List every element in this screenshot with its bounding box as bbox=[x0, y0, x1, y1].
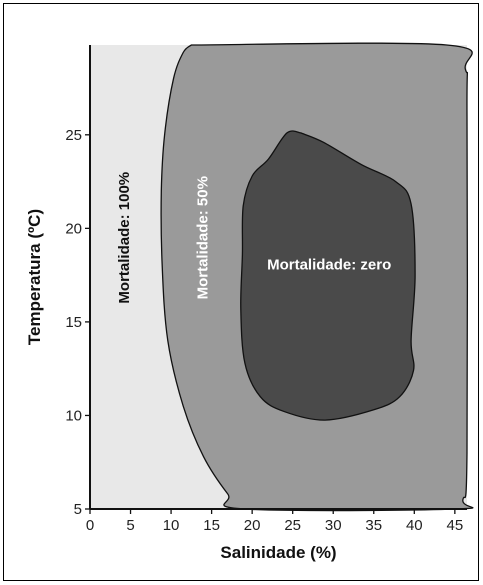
x-tick-label: 10 bbox=[163, 517, 180, 534]
y-tick-label: 25 bbox=[65, 127, 82, 144]
label-mortalidade-zero: Mortalidade: zero bbox=[267, 257, 391, 274]
x-tick-label: 25 bbox=[284, 517, 301, 534]
y-tick-label: 20 bbox=[65, 220, 82, 237]
region-mortalidade-zero bbox=[240, 130, 416, 421]
y-axis-title: Temperatura (ºC) bbox=[25, 209, 44, 345]
x-tick-label: 45 bbox=[446, 517, 463, 534]
y-ticks: 5 10 15 20 25 bbox=[65, 127, 90, 518]
x-tick-label: 15 bbox=[203, 517, 220, 534]
y-tick-label: 15 bbox=[65, 314, 82, 331]
y-tick-label: 5 bbox=[74, 501, 82, 518]
x-axis-title: Salinidade (%) bbox=[220, 543, 336, 562]
x-tick-label: 0 bbox=[86, 517, 94, 534]
x-tick-label: 5 bbox=[126, 517, 134, 534]
region-labels: Mortalidade: 100% Mortalidade: 50% Mortali… bbox=[116, 172, 391, 304]
axes bbox=[89, 45, 467, 510]
label-mortalidade-100: Mortalidade: 100% bbox=[116, 172, 133, 304]
x-tick-label: 35 bbox=[365, 517, 382, 534]
mortality-regions bbox=[90, 42, 474, 512]
x-tick-label: 20 bbox=[244, 517, 261, 534]
x-ticks: 0 5 10 15 20 25 30 35 40 45 bbox=[86, 509, 463, 534]
x-tick-label: 40 bbox=[406, 517, 423, 534]
y-tick-label: 10 bbox=[65, 407, 82, 424]
x-tick-label: 30 bbox=[325, 517, 342, 534]
label-mortalidade-50: Mortalidade: 50% bbox=[194, 176, 211, 299]
